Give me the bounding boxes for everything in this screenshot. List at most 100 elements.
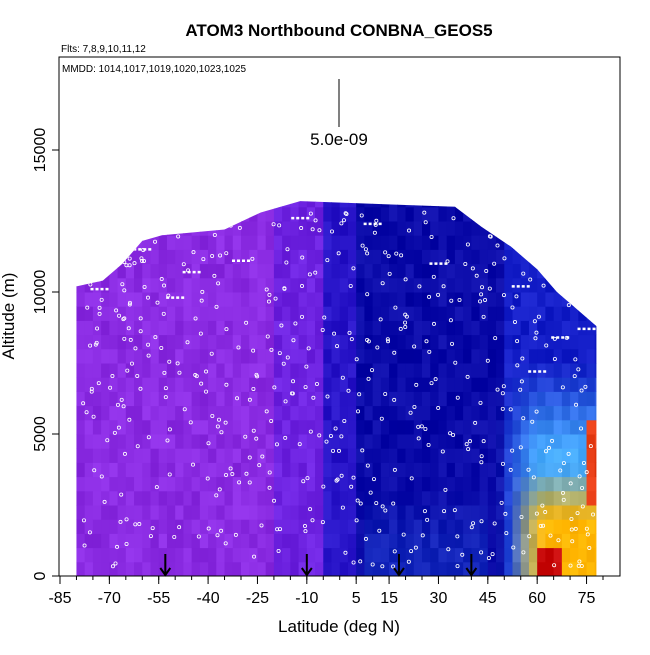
heatmap-cell: [142, 476, 151, 492]
heatmap-cell: [438, 306, 448, 321]
heatmap-cell: [166, 249, 176, 265]
heatmap-cell: [446, 263, 456, 279]
heatmap-cell: [578, 448, 588, 463]
heatmap-cell: [249, 377, 258, 392]
heatmap-cell: [356, 292, 365, 307]
heatmap-cell: [117, 249, 127, 265]
heatmap-cell: [224, 405, 234, 421]
heatmap-cell: [208, 263, 217, 279]
heatmap-cell: [364, 178, 373, 193]
heatmap-cell: [520, 419, 530, 435]
heatmap-cell: [512, 348, 522, 364]
heatmap-cell: [520, 320, 530, 336]
heatmap-cell: [364, 533, 374, 549]
heatmap-cell: [570, 201, 579, 208]
heatmap-cell: [84, 348, 94, 364]
heatmap-cell: [380, 476, 390, 492]
heatmap-cell: [315, 249, 324, 265]
heatmap-cell: [298, 363, 308, 378]
heatmap-cell: [463, 221, 472, 236]
track-point: [486, 556, 491, 561]
track-point: [560, 490, 565, 495]
heatmap-cell: [520, 434, 530, 449]
heatmap-cell: [84, 490, 94, 506]
heatmap-cell: [454, 235, 464, 250]
heatmap-cell: [199, 391, 209, 407]
heatmap-cell: [356, 405, 365, 421]
heatmap-cell: [380, 201, 390, 208]
heatmap-cell: [487, 363, 497, 378]
heatmap-cell: [430, 377, 439, 392]
heatmap-cell: [142, 334, 151, 350]
heatmap-cell: [273, 377, 283, 392]
heatmap-cell: [175, 490, 184, 506]
track-point: [569, 527, 574, 532]
heatmap-cell: [224, 476, 234, 492]
heatmap-cell: [191, 263, 201, 279]
heatmap-cell: [158, 561, 168, 576]
heatmap-cell: [158, 235, 168, 250]
heatmap-cell: [257, 476, 267, 492]
heatmap-cell: [134, 561, 143, 576]
heatmap-cell: [175, 533, 184, 549]
heatmap-cell: [347, 505, 357, 520]
track-point: [379, 416, 384, 421]
track-point: [285, 247, 290, 252]
heatmap-cell: [60, 462, 69, 477]
track-point: [182, 213, 187, 218]
track-point: [325, 394, 330, 399]
track-point: [564, 259, 569, 264]
heatmap-cell: [380, 490, 390, 506]
heatmap-cell: [101, 490, 110, 506]
heatmap-cell: [76, 292, 77, 307]
heatmap-cell: [528, 348, 538, 364]
heatmap-cell: [487, 306, 497, 321]
heatmap-cell: [471, 320, 481, 336]
heatmap-cell: [60, 320, 69, 335]
heatmap-cell: [578, 476, 588, 492]
heatmap-cell: [208, 490, 217, 506]
heatmap-cell: [570, 334, 579, 350]
heatmap-cell: [537, 533, 546, 549]
heatmap-cell: [339, 547, 349, 563]
heatmap-cell: [290, 178, 299, 193]
heatmap-cell: [570, 391, 579, 407]
heatmap-cell: [471, 490, 481, 506]
track-point: [473, 420, 478, 425]
heatmap-cell: [191, 405, 201, 421]
track-point: [214, 304, 219, 309]
heatmap-cell: [134, 363, 143, 378]
track-point: [357, 392, 362, 397]
heatmap-cell: [463, 363, 472, 378]
track-point: [209, 351, 214, 356]
heatmap-cell: [578, 249, 588, 265]
heatmap-cell: [380, 235, 390, 250]
track-point: [466, 447, 471, 452]
heatmap-cell: [282, 476, 291, 492]
heatmap-cell: [397, 561, 407, 576]
heatmap-cell: [175, 505, 184, 520]
track-point: [119, 397, 124, 402]
heatmap-cell: [504, 221, 513, 236]
track-point: [175, 361, 180, 366]
heatmap-cell: [290, 235, 300, 250]
heatmap-cell: [512, 201, 522, 208]
heatmap-cell: [101, 348, 110, 364]
heatmap-cell: [356, 348, 365, 364]
heatmap-cell: [594, 419, 597, 435]
heatmap-cell: [479, 391, 489, 407]
plot-area: [60, 178, 597, 577]
heatmap-cell: [306, 363, 316, 378]
track-point: [105, 438, 110, 443]
heatmap-cell: [249, 419, 258, 435]
heatmap-cell: [504, 391, 513, 407]
heatmap-cell: [109, 201, 119, 208]
heatmap-cell: [290, 519, 300, 534]
heatmap-cell: [84, 405, 94, 421]
heatmap-cell: [191, 462, 201, 478]
heatmap-cell: [241, 235, 250, 250]
heatmap-cell: [487, 235, 497, 250]
heatmap-cell: [389, 519, 398, 534]
track-point: [478, 400, 483, 405]
heatmap-cell: [561, 263, 571, 279]
